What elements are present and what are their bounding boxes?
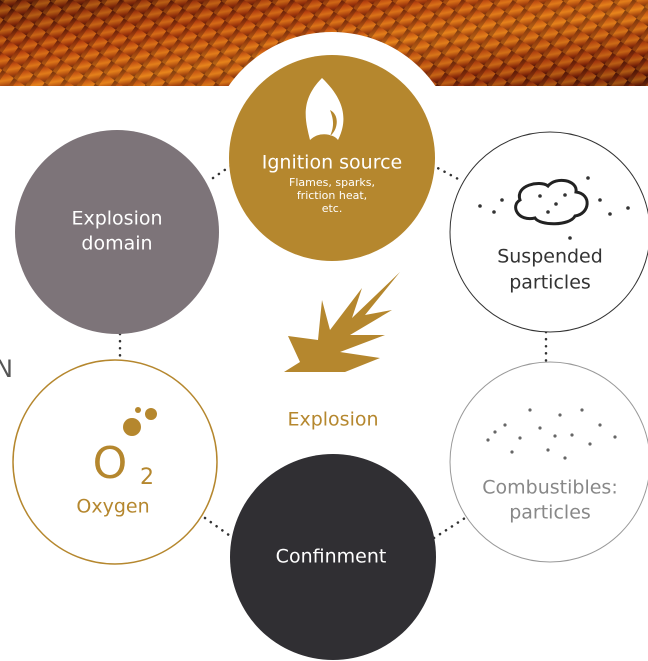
explosion-label: Explosion xyxy=(287,409,378,431)
ignition-title: Ignition source xyxy=(262,152,403,174)
bubble xyxy=(135,407,141,413)
oxygen-symbol: O xyxy=(93,438,128,489)
explosion-icon xyxy=(284,272,400,372)
confinment-label: Confinment xyxy=(276,546,387,568)
domain-label: Explosion xyxy=(71,208,162,230)
side-text: N xyxy=(0,355,13,383)
ignition-subtitle: friction heat, xyxy=(297,189,367,202)
combustibles-circle xyxy=(450,362,648,562)
ignition-subtitle: Flames, sparks, xyxy=(289,176,375,189)
ignition-subtitle: etc. xyxy=(322,202,343,215)
suspended-label: Suspended xyxy=(497,246,603,268)
combustibles-label: particles xyxy=(509,502,591,524)
oxygen-label: Oxygen xyxy=(76,496,149,518)
combustibles-label: Combustibles: xyxy=(482,477,617,499)
bubble xyxy=(145,408,157,420)
suspended-circle xyxy=(450,132,648,332)
diagram: N Ignition source Flames, sparks, fricti… xyxy=(0,0,648,661)
bubble xyxy=(123,418,141,436)
domain-label: domain xyxy=(81,233,152,255)
oxygen-subscript: 2 xyxy=(140,465,154,490)
suspended-label: particles xyxy=(509,272,591,294)
